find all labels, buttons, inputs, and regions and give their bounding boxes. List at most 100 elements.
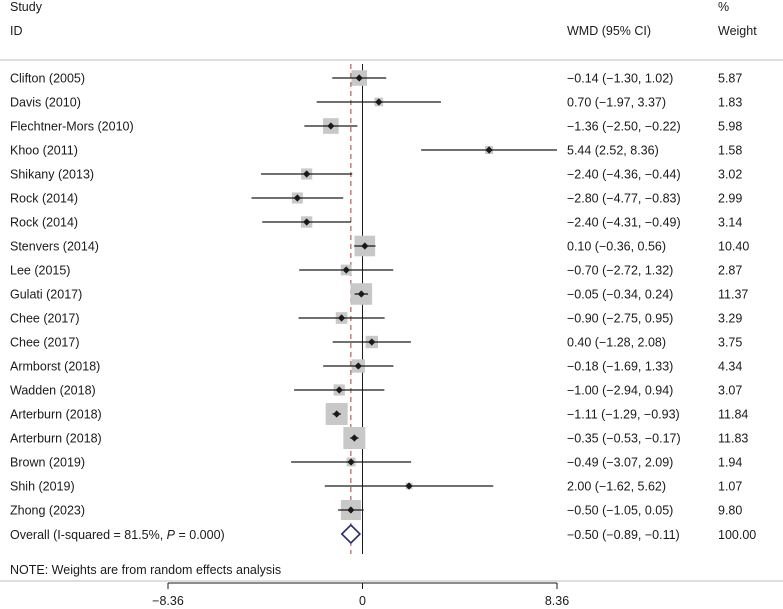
study-label: Davis (2010) xyxy=(10,96,81,110)
weight-text: 3.14 xyxy=(718,216,742,230)
ci-text: −1.00 (−2.94, 0.94) xyxy=(567,384,673,398)
study-row: Arterburn (2018) −1.11 (−1.29, −0.93) 11.8… xyxy=(10,403,748,425)
study-row: Davis (2010) 0.70 (−1.97, 3.37) 1.83 xyxy=(10,96,742,110)
study-row: Clifton (2005) −0.14 (−1.30, 1.02) 5.87 xyxy=(10,70,742,86)
study-row: Gulati (2017) −0.05 (−0.34, 0.24) 11.37 xyxy=(10,283,748,305)
header-wmd: WMD (95% CI) xyxy=(567,24,651,38)
study-row: Shih (2019) 2.00 (−1.62, 5.62) 1.07 xyxy=(10,480,742,494)
ci-text: −0.35 (−0.53, −0.17) xyxy=(567,432,681,446)
point-estimate xyxy=(337,314,346,322)
ci-text: 2.00 (−1.62, 5.62) xyxy=(567,480,666,494)
study-row: Rock (2014) −2.40 (−4.31, −0.49) 3.14 xyxy=(10,216,742,230)
point-estimate xyxy=(485,146,493,154)
point-estimate xyxy=(327,122,335,130)
study-label: Arterburn (2018) xyxy=(10,408,102,422)
overall-label: Overall (I-squared = 81.5%, P = 0.000) xyxy=(10,528,225,542)
point-estimate xyxy=(342,266,350,274)
point-estimate xyxy=(355,74,363,82)
study-label: Arterburn (2018) xyxy=(10,432,102,446)
x-axis: −8.36 0 8.36 xyxy=(152,582,569,608)
ci-text: −0.05 (−0.34, 0.24) xyxy=(567,288,673,302)
weight-text: 3.07 xyxy=(718,384,742,398)
weight-text: 11.84 xyxy=(718,408,748,422)
study-label: Khoo (2011) xyxy=(10,144,78,158)
point-estimate xyxy=(361,242,369,250)
ci-text: 0.40 (−1.28, 2.08) xyxy=(567,336,666,350)
study-label: Chee (2017) xyxy=(10,312,80,326)
overall-ci-text: −0.50 (−0.89, −0.11) xyxy=(567,528,680,542)
point-estimate xyxy=(350,434,358,442)
study-label: Brown (2019) xyxy=(10,456,85,470)
header-id: ID xyxy=(10,24,23,38)
ci-text: −2.40 (−4.36, −0.44) xyxy=(567,168,681,182)
note-text: NOTE: Weights are from random effects an… xyxy=(10,563,281,577)
point-estimate xyxy=(293,194,301,202)
ci-text: −2.40 (−4.31, −0.49) xyxy=(567,216,681,230)
study-row: Khoo (2011) 5.44 (2.52, 8.36) 1.58 xyxy=(10,144,742,158)
point-estimate xyxy=(357,290,365,298)
study-label: Flechtner-Mors (2010) xyxy=(10,120,134,134)
weight-text: 3.02 xyxy=(718,168,742,182)
ci-text: −1.36 (−2.50, −0.22) xyxy=(567,120,681,134)
point-estimate xyxy=(368,338,376,346)
study-label: Shih (2019) xyxy=(10,480,75,494)
point-estimate xyxy=(347,506,355,514)
weight-text: 4.34 xyxy=(718,360,742,374)
header-study: Study xyxy=(10,0,43,14)
study-label: Zhong (2023) xyxy=(10,504,85,518)
point-estimate xyxy=(347,458,355,466)
study-row: Wadden (2018) −1.00 (−2.94, 0.94) 3.07 xyxy=(10,384,742,398)
ci-text: −0.18 (−1.69, 1.33) xyxy=(567,360,673,374)
study-label: Chee (2017) xyxy=(10,336,80,350)
study-label: Armborst (2018) xyxy=(10,360,100,374)
study-label: Wadden (2018) xyxy=(10,384,96,398)
overall-diamond xyxy=(340,523,362,545)
point-estimate xyxy=(354,362,362,370)
study-row: Lee (2015) −0.70 (−2.72, 1.32) 2.87 xyxy=(10,264,742,278)
weight-text: 2.99 xyxy=(718,192,742,206)
weight-text: 11.37 xyxy=(718,288,748,302)
ci-text: −0.70 (−2.72, 1.32) xyxy=(567,264,673,278)
ci-text: 0.70 (−1.97, 3.37) xyxy=(567,96,666,110)
study-row: Flechtner-Mors (2010) −1.36 (−2.50, −0.22… xyxy=(10,118,742,134)
study-row: Shikany (2013) −2.40 (−4.36, −0.44) 3.02 xyxy=(10,168,742,182)
study-label: Lee (2015) xyxy=(10,264,70,278)
ci-text: 5.44 (2.52, 8.36) xyxy=(567,144,659,158)
weight-text: 2.87 xyxy=(718,264,742,278)
ci-text: −2.80 (−4.77, −0.83) xyxy=(567,192,681,206)
weight-text: 5.87 xyxy=(718,72,742,86)
study-row: Brown (2019) −0.49 (−3.07, 2.09) 1.94 xyxy=(10,456,742,470)
study-label: Clifton (2005) xyxy=(10,72,85,86)
ci-text: −0.90 (−2.75, 0.95) xyxy=(567,312,673,326)
weight-text: 1.58 xyxy=(718,144,742,158)
study-label: Gulati (2017) xyxy=(10,288,82,302)
point-estimate xyxy=(405,482,413,490)
study-label: Rock (2014) xyxy=(10,216,78,230)
point-estimate xyxy=(335,386,343,394)
weight-text: 3.29 xyxy=(718,312,742,326)
ci-text: −0.14 (−1.30, 1.02) xyxy=(567,72,673,86)
study-label: Shikany (2013) xyxy=(10,168,94,182)
overall-weight: 100.00 xyxy=(718,528,756,542)
study-row: Chee (2017) 0.40 (−1.28, 2.08) 3.75 xyxy=(10,336,742,350)
ci-text: −0.50 (−1.05, 0.05) xyxy=(567,504,673,518)
study-row: Arterburn (2018) −0.35 (−0.53, −0.17) 11.8… xyxy=(10,427,748,449)
weight-text: 9.80 xyxy=(718,504,742,518)
study-row: Rock (2014) −2.80 (−4.77, −0.83) 2.99 xyxy=(10,192,742,206)
study-row: Chee (2017) −0.90 (−2.75, 0.95) 3.29 xyxy=(10,312,742,326)
x-tick-label: 0 xyxy=(359,594,366,608)
weight-text: 11.83 xyxy=(718,432,748,446)
weight-text: 1.83 xyxy=(718,96,742,110)
study-row: Armborst (2018) −0.18 (−1.69, 1.33) 4.34 xyxy=(10,359,742,374)
study-row: Stenvers (2014) 0.10 (−0.36, 0.56) 10.40 xyxy=(10,235,749,257)
ci-text: −1.11 (−1.29, −0.93) xyxy=(567,408,680,422)
weight-text: 1.94 xyxy=(718,456,742,470)
point-estimate xyxy=(303,218,311,226)
weight-text: 5.98 xyxy=(718,120,742,134)
point-estimate xyxy=(375,98,383,106)
header-weight: Weight xyxy=(718,24,757,38)
x-tick-label: 8.36 xyxy=(545,594,569,608)
weight-text: 3.75 xyxy=(718,336,742,350)
point-estimate xyxy=(333,410,341,418)
